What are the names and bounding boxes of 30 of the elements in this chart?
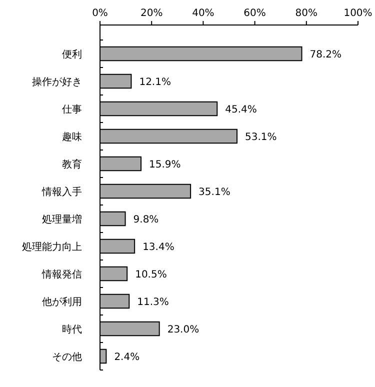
x-tick-label: 40% xyxy=(192,8,214,19)
y-tick-label: 教育 xyxy=(62,158,82,170)
data-label: 53.1% xyxy=(245,132,277,143)
y-tick-label: 情報入手 xyxy=(41,186,82,198)
x-tick-label: 0% xyxy=(92,8,108,19)
y-tick-label: 時代 xyxy=(62,323,82,336)
data-label: 12.1% xyxy=(139,76,171,88)
data-label: 23.0% xyxy=(167,324,200,336)
data-label: 9.8% xyxy=(133,214,159,226)
x-tick-label: 100% xyxy=(344,8,372,19)
data-label: 78.2% xyxy=(310,49,342,60)
x-tick-label: 20% xyxy=(140,8,163,19)
data-label: 35.1% xyxy=(198,186,230,198)
y-tick-label: その他 xyxy=(52,350,82,363)
y-tick-label: 処理量増 xyxy=(42,213,82,226)
x-tick-label: 60% xyxy=(244,8,266,19)
y-tick-label: 情報発信 xyxy=(41,268,82,280)
x-tick-label: 80% xyxy=(295,8,318,19)
y-tick-label: 操作が好き xyxy=(32,76,82,88)
y-tick-label: 仕事 xyxy=(62,103,82,116)
data-label: 2.4% xyxy=(114,352,140,363)
y-tick-label: 趣味 xyxy=(62,130,82,143)
data-label: 11.3% xyxy=(137,296,169,308)
y-tick-label: 他が利用 xyxy=(42,296,82,308)
data-label: 10.5% xyxy=(135,269,167,280)
y-tick-label: 便利 xyxy=(62,48,82,60)
data-label: 13.4% xyxy=(142,242,174,253)
data-label: 15.9% xyxy=(149,159,181,170)
y-tick-label: 処理能力向上 xyxy=(22,240,82,253)
data-label: 45.4% xyxy=(225,104,257,116)
